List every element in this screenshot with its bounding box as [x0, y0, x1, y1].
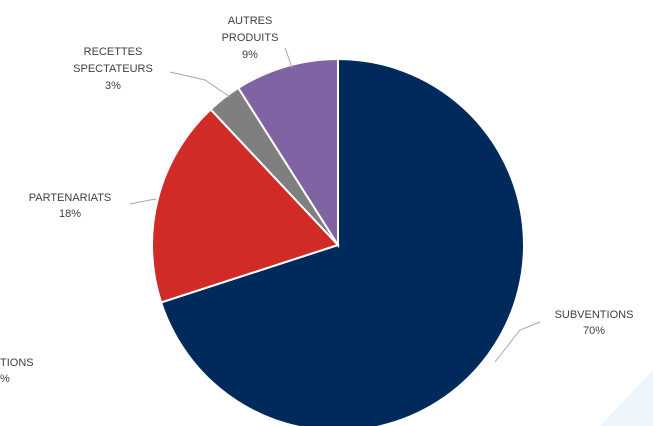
pie-slices [151, 57, 525, 426]
data-label-partenariats: PARTENARIATS 18% [29, 192, 112, 220]
slice-label-subventions: SUBVENTIONS [555, 309, 634, 321]
leader-line-partenariats [129, 198, 157, 205]
pie-slice-autres-produits [236, 57, 339, 249]
slice-value-recettes-spectateurs: 3% [105, 80, 121, 92]
slice-value-subventions: 70% [583, 325, 605, 337]
leader-line-subventions [494, 321, 541, 363]
data-label-subventions: SUBVENTIONS 70% [555, 309, 634, 337]
data-label-recettes-spectateurs: RECETTES SPECTATEURS 3% [73, 46, 153, 92]
slice-value-autres-produits: 9% [242, 49, 258, 61]
slice-label-recettes-line2: SPECTATEURS [73, 63, 153, 75]
leader-lines [129, 47, 541, 363]
slice-label-recettes-line1: RECETTES [84, 46, 143, 58]
slice-label-partenariats: PARTENARIATS [29, 192, 112, 204]
corner-accent [600, 370, 653, 426]
pie-slice-subventions [159, 57, 525, 426]
slice-value-partenariats: 18% [59, 208, 81, 220]
cropped-label: TIONS % [0, 357, 34, 385]
leader-line-autres-produits [284, 47, 293, 69]
pie-slice-partenariats [151, 107, 340, 304]
cropped-label-text: TIONS [0, 357, 34, 369]
data-label-autres-produits: AUTRES PRODUITS 9% [222, 15, 279, 61]
leader-line-recettes-spectateurs [169, 71, 231, 98]
cropped-label-value: % [0, 373, 10, 385]
slice-label-autres-line2: PRODUITS [222, 32, 279, 44]
slice-label-autres-line1: AUTRES [228, 15, 273, 27]
